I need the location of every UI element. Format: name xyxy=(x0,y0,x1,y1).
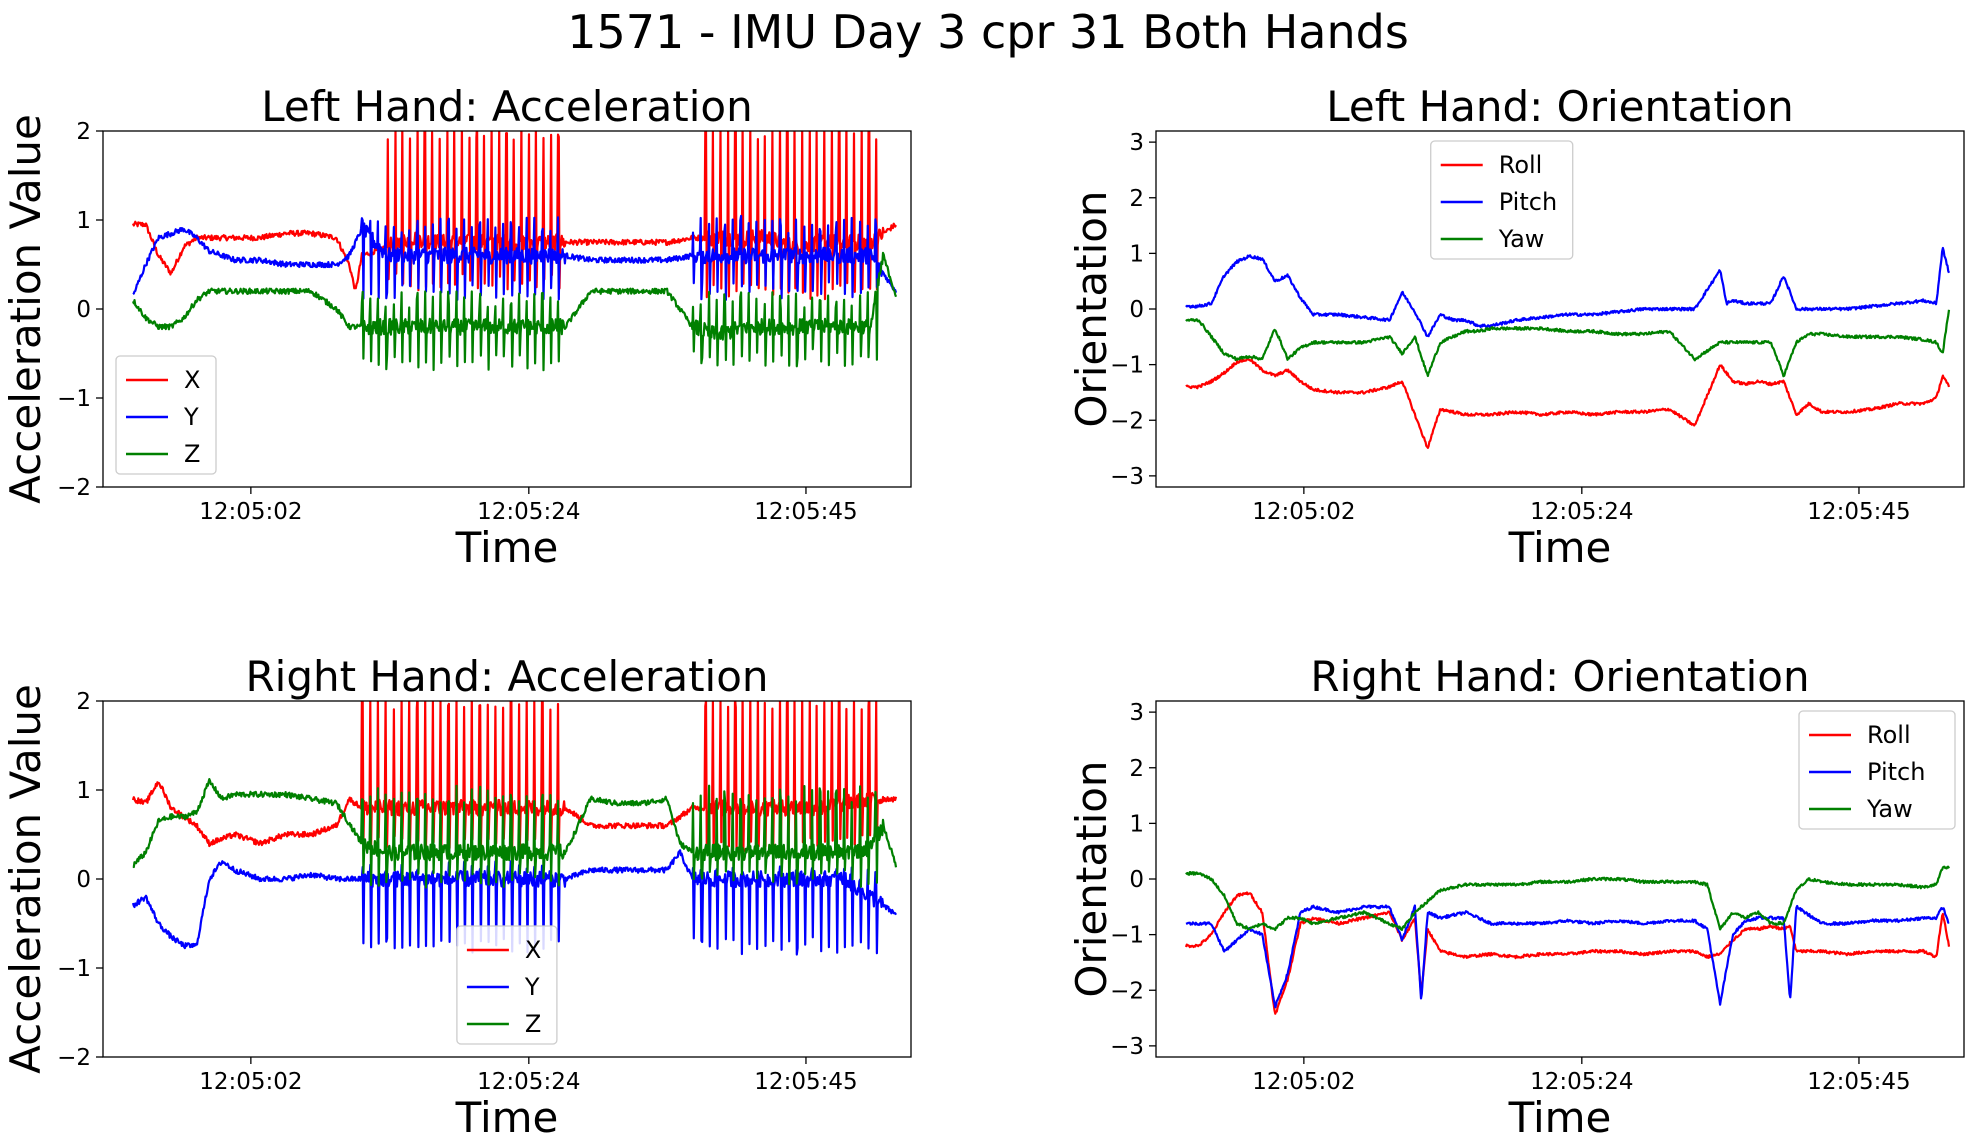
legend-label-x: X xyxy=(184,366,200,394)
right-hand-acceleration-panel: −2 −1 0 1 2 12:05:02 12:05:24 12:05:45 Right Han… xyxy=(1,652,912,1142)
y-axis-label: Orientation xyxy=(1067,190,1116,427)
y-axis-label: Acceleration Value xyxy=(1,114,50,504)
legend-label-z: Z xyxy=(184,440,200,468)
x-tick-label: 12:05:24 xyxy=(1530,1069,1633,1095)
y-tick-label: −2 xyxy=(57,475,91,501)
x-tick-label: 12:05:24 xyxy=(477,499,580,525)
legend-label-yaw: Yaw xyxy=(1866,795,1913,823)
y-tick-label: 3 xyxy=(1129,130,1144,156)
series-line-pitch xyxy=(1185,904,1950,1009)
series-line-pitch xyxy=(1185,246,1951,338)
series-line-roll xyxy=(1185,357,1951,449)
series-line-x xyxy=(131,131,897,301)
legend-label-roll: Roll xyxy=(1867,721,1911,749)
legend-label-pitch: Pitch xyxy=(1867,758,1925,786)
series-line-yaw xyxy=(1185,865,1950,932)
y-tick-label: 2 xyxy=(76,119,91,145)
legend-box xyxy=(1430,140,1574,260)
x-axis-label: Time xyxy=(1508,523,1612,572)
y-tick-label: −1 xyxy=(57,956,91,982)
left-hand-orientation-panel: −3 −2 −1 0 1 2 3 12:05:02 12:05:24 12:05:45 Left H… xyxy=(1067,82,1965,572)
legend: XYZ xyxy=(456,925,558,1045)
legend-box xyxy=(115,355,217,475)
x-tick-label: 12:05:24 xyxy=(477,1069,580,1095)
y-tick-label: 2 xyxy=(76,689,91,715)
panel-title: Right Hand: Acceleration xyxy=(245,652,768,701)
x-tick-label: 12:05:45 xyxy=(1807,499,1910,525)
series-line-yaw xyxy=(1185,309,1951,378)
y-tick-label: 1 xyxy=(1129,811,1144,837)
x-tick-label: 12:05:02 xyxy=(1252,499,1355,525)
y-tick-label: −1 xyxy=(1110,353,1144,379)
series-line-y xyxy=(132,214,898,301)
series-line-roll xyxy=(1184,891,1951,1015)
legend: XYZ xyxy=(115,355,217,475)
x-tick-label: 12:05:45 xyxy=(1807,1069,1910,1095)
y-tick-label: 0 xyxy=(76,297,91,323)
y-axis-label: Acceleration Value xyxy=(1,684,50,1074)
legend-label-y: Y xyxy=(524,973,540,1001)
left-hand-acceleration-panel: −2 −1 0 1 2 12:05:02 12:05:24 12:05:45 Left Hand… xyxy=(1,82,912,572)
x-tick-label: 12:05:02 xyxy=(199,1069,302,1095)
legend-label-pitch: Pitch xyxy=(1499,188,1557,216)
y-tick-label: 3 xyxy=(1129,700,1144,726)
panel-title: Left Hand: Orientation xyxy=(1326,82,1794,131)
x-tick-label: 12:05:24 xyxy=(1530,499,1633,525)
legend-label-roll: Roll xyxy=(1499,151,1543,179)
y-tick-label: 0 xyxy=(1129,297,1144,323)
x-tick-label: 12:05:02 xyxy=(199,499,302,525)
y-tick-label: 0 xyxy=(76,867,91,893)
series-line-x xyxy=(131,701,898,854)
y-tick-label: −3 xyxy=(1110,464,1144,490)
plot-area xyxy=(131,131,898,372)
y-tick-label: −1 xyxy=(1110,923,1144,949)
series-line-y xyxy=(131,849,897,956)
panel-title: Right Hand: Orientation xyxy=(1310,652,1809,701)
y-axis-label: Orientation xyxy=(1067,760,1116,997)
y-tick-label: 1 xyxy=(1129,241,1144,267)
right-hand-orientation-panel: −3 −2 −1 0 1 2 3 12:05:02 12:05:24 12:05:45 Right … xyxy=(1067,652,1965,1142)
y-tick-label: 2 xyxy=(1129,186,1144,212)
legend-label-z: Z xyxy=(525,1010,541,1038)
y-tick-label: −2 xyxy=(1110,978,1144,1004)
plot-area xyxy=(1184,865,1951,1015)
y-tick-label: −2 xyxy=(1110,408,1144,434)
x-tick-label: 12:05:02 xyxy=(1252,1069,1355,1095)
legend-box xyxy=(456,925,558,1045)
x-tick-label: 12:05:45 xyxy=(754,1069,857,1095)
legend-label-y: Y xyxy=(183,403,199,431)
legend: Roll Pitch Yaw xyxy=(1430,140,1574,260)
x-axis-label: Time xyxy=(455,1093,559,1142)
y-tick-label: −3 xyxy=(1110,1034,1144,1060)
x-tick-label: 12:05:45 xyxy=(754,499,857,525)
legend-box xyxy=(1798,710,1956,830)
legend-label-yaw: Yaw xyxy=(1498,225,1545,253)
x-axis-label: Time xyxy=(1508,1093,1612,1142)
y-tick-label: −1 xyxy=(57,386,91,412)
legend: Roll Pitch Yaw xyxy=(1798,710,1956,830)
plot-area xyxy=(131,701,898,956)
plot-area xyxy=(1185,246,1951,449)
y-tick-label: 2 xyxy=(1129,756,1144,782)
y-tick-label: −2 xyxy=(57,1045,91,1071)
y-tick-label: 1 xyxy=(76,778,91,804)
series-line-z xyxy=(131,251,898,372)
y-tick-label: 1 xyxy=(76,208,91,234)
figure-title: 1571 - IMU Day 3 cpr 31 Both Hands xyxy=(567,5,1409,59)
legend-label-x: X xyxy=(525,936,541,964)
series-line-z xyxy=(132,777,898,889)
y-tick-label: 0 xyxy=(1129,867,1144,893)
x-axis-label: Time xyxy=(455,523,559,572)
panel-title: Left Hand: Acceleration xyxy=(261,82,752,131)
